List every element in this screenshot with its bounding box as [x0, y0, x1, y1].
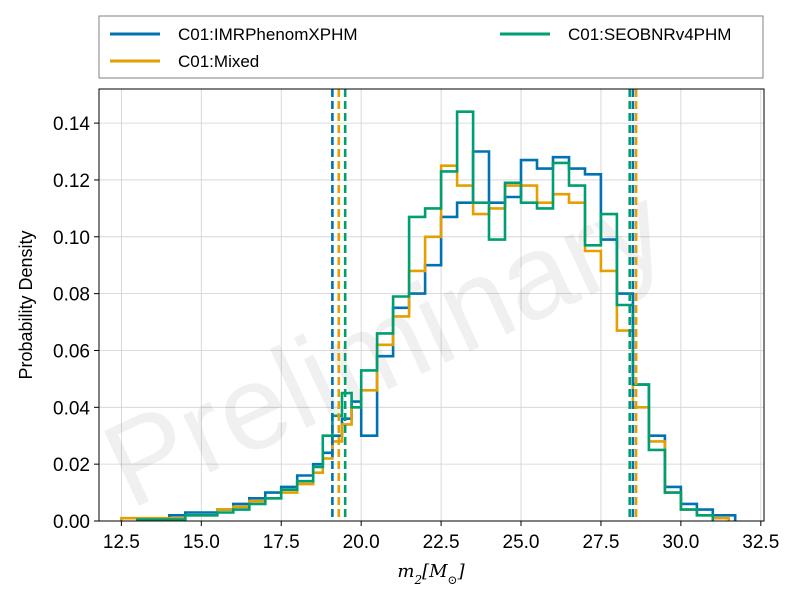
- x-axis-label-unit-sub: ⊙: [448, 573, 458, 587]
- x-tick-label: 12.5: [103, 532, 140, 553]
- y-axis-label: Probability Density: [16, 230, 36, 379]
- y-tick-label: 0.14: [53, 114, 90, 135]
- x-tick-label: 30.0: [662, 532, 699, 553]
- x-tick-label: 22.5: [423, 532, 460, 553]
- y-tick-label: 0.08: [53, 285, 90, 306]
- grid: [99, 89, 764, 522]
- plot-frame: [98, 88, 765, 522]
- y-tick-label: 0.12: [53, 171, 90, 192]
- x-tick-label: 20.0: [343, 532, 380, 553]
- legend-label-seobnrv4phm: C01:SEOBNRv4PHM: [568, 25, 731, 44]
- y-tick-label: 0.04: [53, 398, 90, 419]
- legend-frame: [98, 15, 764, 79]
- x-axis-label-unit-open: [M: [422, 561, 448, 582]
- x-axis-label: m2[M⊙]: [397, 561, 465, 587]
- y-tick-label: 0.06: [53, 341, 90, 362]
- histogram-c01-seobnrv4phm: [136, 110, 715, 521]
- legend-label-mixed: C01:Mixed: [178, 52, 259, 71]
- vline-layer: [331, 89, 638, 521]
- x-tick-label: 27.5: [582, 532, 619, 553]
- x-tick-label: 15.0: [183, 532, 220, 553]
- x-axis-label-unit-close: ]: [457, 561, 466, 582]
- x-axis: 12.5 15.0 17.5 20.0 22.5 25.0 27.5 30.0 32.5: [103, 521, 779, 553]
- legend-label-imrphenomxphm: C01:IMRPhenomXPHM: [178, 25, 358, 44]
- x-axis-label-sub: 2: [413, 573, 422, 587]
- y-tick-label: 0.10: [53, 228, 90, 249]
- y-axis: 0.00 0.02 0.04 0.06 0.08 0.10 0.12 0.14: [53, 114, 99, 533]
- x-tick-label: 25.0: [503, 532, 540, 553]
- x-tick-label: 17.5: [263, 532, 300, 553]
- y-tick-label: 0.00: [53, 512, 90, 533]
- x-tick-label: 32.5: [742, 532, 779, 553]
- x-axis-label-var: m: [397, 561, 414, 582]
- legend: C01:IMRPhenomXPHM C01:Mixed C01:SEOBNRv4…: [98, 15, 764, 79]
- y-tick-label: 0.02: [53, 455, 90, 476]
